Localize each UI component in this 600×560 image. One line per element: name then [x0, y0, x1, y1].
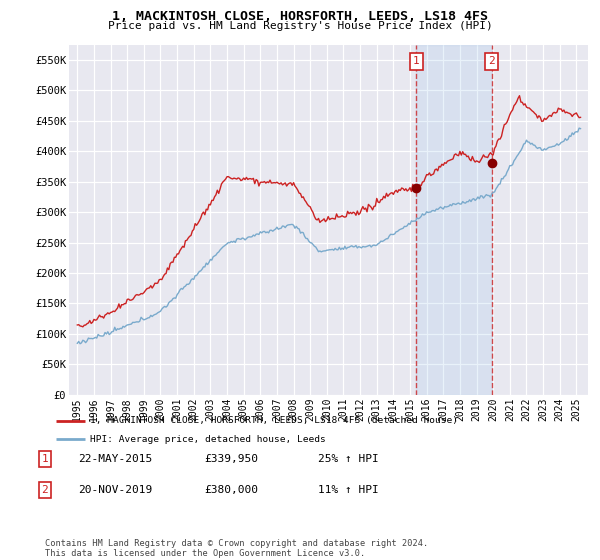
Text: 1: 1: [41, 454, 49, 464]
Bar: [416, 45, 491, 395]
Text: 20-NOV-2019: 20-NOV-2019: [78, 485, 152, 495]
Text: £380,000: £380,000: [204, 485, 258, 495]
Text: 1: 1: [413, 56, 420, 66]
Text: HPI: Average price, detached house, Leeds: HPI: Average price, detached house, Leed…: [90, 435, 326, 444]
Text: 2: 2: [488, 56, 495, 66]
Text: 1, MACKINTOSH CLOSE, HORSFORTH, LEEDS, LS18 4FS (detached house): 1, MACKINTOSH CLOSE, HORSFORTH, LEEDS, L…: [90, 416, 458, 425]
Text: 22-MAY-2015: 22-MAY-2015: [78, 454, 152, 464]
Text: 11% ↑ HPI: 11% ↑ HPI: [318, 485, 379, 495]
Text: 2: 2: [41, 485, 49, 495]
Text: Contains HM Land Registry data © Crown copyright and database right 2024.
This d: Contains HM Land Registry data © Crown c…: [45, 539, 428, 558]
Text: 25% ↑ HPI: 25% ↑ HPI: [318, 454, 379, 464]
Text: Price paid vs. HM Land Registry's House Price Index (HPI): Price paid vs. HM Land Registry's House …: [107, 21, 493, 31]
Text: 1, MACKINTOSH CLOSE, HORSFORTH, LEEDS, LS18 4FS: 1, MACKINTOSH CLOSE, HORSFORTH, LEEDS, L…: [112, 10, 488, 23]
Text: £339,950: £339,950: [204, 454, 258, 464]
